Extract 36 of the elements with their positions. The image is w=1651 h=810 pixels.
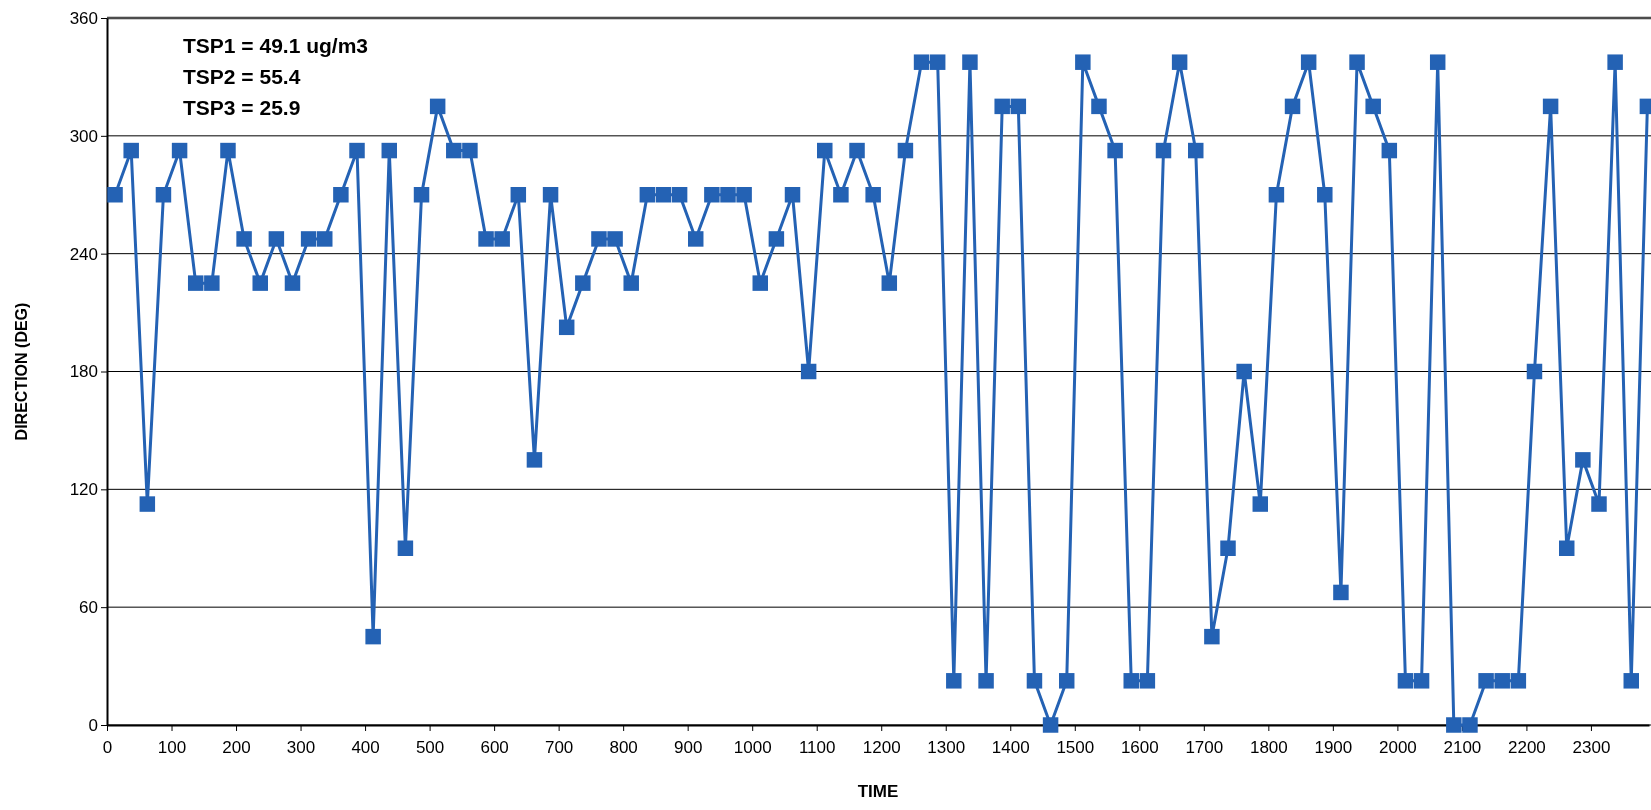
x-tick-label: 200 [222, 737, 251, 757]
y-tick-label: 0 [88, 715, 98, 735]
x-tick-label: 600 [480, 737, 509, 757]
x-tick-label: 400 [351, 737, 380, 757]
annotation: TSP2 = 55.4 [183, 65, 301, 88]
x-tick-label: 1100 [798, 737, 836, 757]
x-tick-label: 1500 [1056, 737, 1095, 757]
x-tick-label: 800 [609, 737, 638, 757]
x-tick-label: 1400 [991, 737, 1030, 757]
x-tick-label: 1800 [1249, 737, 1288, 757]
y-tick-label: 180 [69, 362, 98, 382]
x-tick-label: 1300 [927, 737, 966, 757]
y-axis-title: DIRECTION (DEG) [13, 302, 30, 441]
x-tick-label: 2300 [1572, 737, 1611, 757]
x-tick-label: 900 [673, 737, 703, 757]
x-tick-label: 1200 [862, 737, 901, 757]
annotation: TSP1 = 49.1 ug/m3 [183, 34, 369, 57]
x-tick-label: 2000 [1378, 737, 1417, 757]
x-tick-label: 500 [415, 737, 445, 757]
x-tick-label: 1900 [1314, 737, 1353, 757]
x-tick-label: 100 [157, 737, 187, 757]
x-tick-label: 0 [102, 737, 113, 757]
y-tick-label: 300 [69, 126, 98, 146]
y-tick-label: 60 [79, 598, 98, 618]
x-tick-label: 1700 [1185, 737, 1224, 757]
y-tick-label: 120 [69, 480, 98, 500]
x-tick-label: 300 [286, 737, 316, 757]
x-tick-label: 2200 [1508, 737, 1546, 757]
y-tick-label: 360 [69, 8, 98, 28]
x-tick-label: 1600 [1120, 737, 1159, 757]
x-tick-label: 2100 [1443, 737, 1482, 757]
y-tick-label: 240 [69, 244, 98, 264]
annotation: TSP3 = 25.9 [183, 96, 301, 119]
x-tick-label: 700 [544, 737, 574, 757]
x-tick-label: 1000 [733, 737, 772, 757]
x-axis-title: TIME [857, 782, 899, 801]
